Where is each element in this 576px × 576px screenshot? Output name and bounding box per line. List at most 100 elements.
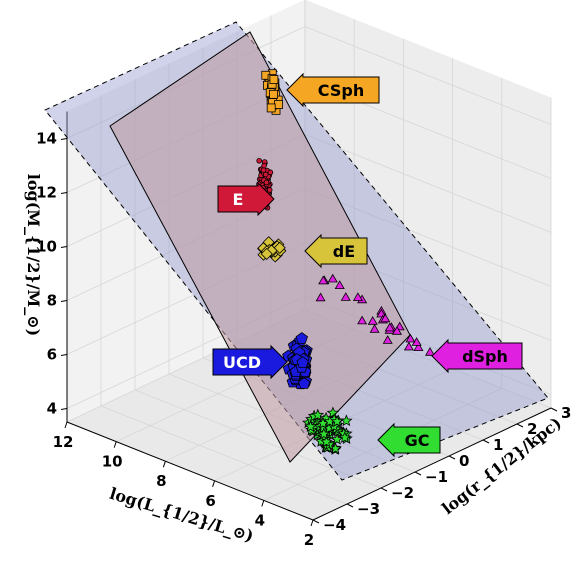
dsph-point [376,308,387,318]
arrow-label-e: E [233,190,244,209]
dsph-point [380,313,391,323]
series-gc [301,406,353,455]
arrow-label-gc: GC [405,431,430,450]
y-tick-mark [448,455,456,460]
x-tick-label: 12 [53,433,74,451]
csph-point [269,89,278,99]
y-tick-mark [414,471,422,476]
y-tick-label: −3 [357,500,380,518]
series-de [257,236,287,263]
z-tick-mark [60,354,68,356]
y-tick-label: −2 [391,484,414,502]
y-tick-mark [312,519,320,524]
x-tick-mark [162,461,166,468]
dsph-point [315,292,326,302]
gc-point [330,415,344,427]
dsph-point [369,323,380,333]
y-tick-label: 1 [493,436,503,454]
dsph-point [384,322,395,332]
arrow-label-dsph: dSph [462,347,508,366]
y-gridline [134,79,382,489]
e-point [267,169,274,176]
z-tick-mark [60,192,68,194]
dsph-point [367,316,378,325]
x-tick-mark [212,480,216,487]
y-tick-label: −4 [323,516,346,534]
dsph-point [357,315,368,325]
y-tick-label: 2 [527,420,537,438]
ucd-point [296,356,309,368]
x-tick-mark [261,500,265,507]
y-tick-mark [550,407,558,412]
z-tick-label: 14 [36,130,57,148]
e-point [261,162,267,169]
z-tick-mark [60,138,68,140]
arrow-shape [304,233,368,269]
y-tick-mark [482,439,490,444]
dsph-point [352,292,363,302]
arrow-dsph: dSph [431,338,523,374]
x-tick-label: 6 [205,492,215,510]
z-tick-label: 4 [47,400,57,418]
y-tick-label: −1 [425,468,448,486]
z-tick-label: 8 [47,292,57,310]
e-point [262,171,269,178]
dsph-point [340,292,351,301]
e-point [256,157,262,164]
y-tick-label: 3 [561,404,571,422]
csph-point [266,103,276,113]
arrow-shape [212,344,288,380]
y-axis-line [312,407,552,521]
z-tick-mark [60,408,68,410]
dsph-point [318,275,329,285]
dsph-point [405,333,416,343]
e-point [263,179,270,186]
arrow-shape [377,422,441,458]
ucd-point [295,332,308,344]
arrow-csph: CSph [286,72,380,108]
dsph-point [391,326,402,335]
gc-point [330,432,344,445]
csph-point [274,100,283,109]
series-dsph [315,273,435,356]
arrow-shape [431,338,523,374]
y-tick-mark [516,423,524,428]
x-tick-mark [113,441,117,448]
dsph-point [403,341,414,351]
ucd-point [298,377,311,389]
dsph-point [425,346,435,356]
z-tick-mark [60,300,68,302]
arrow-ucd: UCD [212,344,288,380]
arrow-shape [217,181,275,217]
dsph-point [327,273,338,283]
dsph-point [334,280,345,290]
arrow-gc: GC [377,422,441,458]
x-tick-mark [64,421,68,429]
arrow-e: E [217,181,275,217]
gc-point [326,406,340,419]
arrow-label-csph: CSph [318,81,364,100]
gc-point [317,427,331,440]
x-tick-mark [310,519,314,527]
z-tick-label: 10 [36,238,57,256]
x-tick-label: 2 [304,531,314,549]
y-tick-mark [380,487,388,492]
arrow-label-de: dE [333,242,355,261]
arrow-label-ucd: UCD [223,353,261,372]
x-tick-label: 8 [156,472,166,490]
z-tick-label: 6 [47,346,57,364]
x-tick-label: 4 [255,511,265,529]
arrow-shape [286,72,380,108]
arrow-de: dE [304,233,368,269]
gc-point [311,408,324,421]
x-tick-label: 10 [102,453,123,471]
y-tick-label: 0 [459,452,469,470]
series-csph [261,69,283,115]
z-axis-label: log(M_{1/2}/M_⊙) [24,174,43,336]
series-labels: CSph EdE dSph UCD GC [212,72,523,458]
de-point [260,247,273,260]
dsph-point [382,335,393,344]
csph-point [269,75,279,84]
